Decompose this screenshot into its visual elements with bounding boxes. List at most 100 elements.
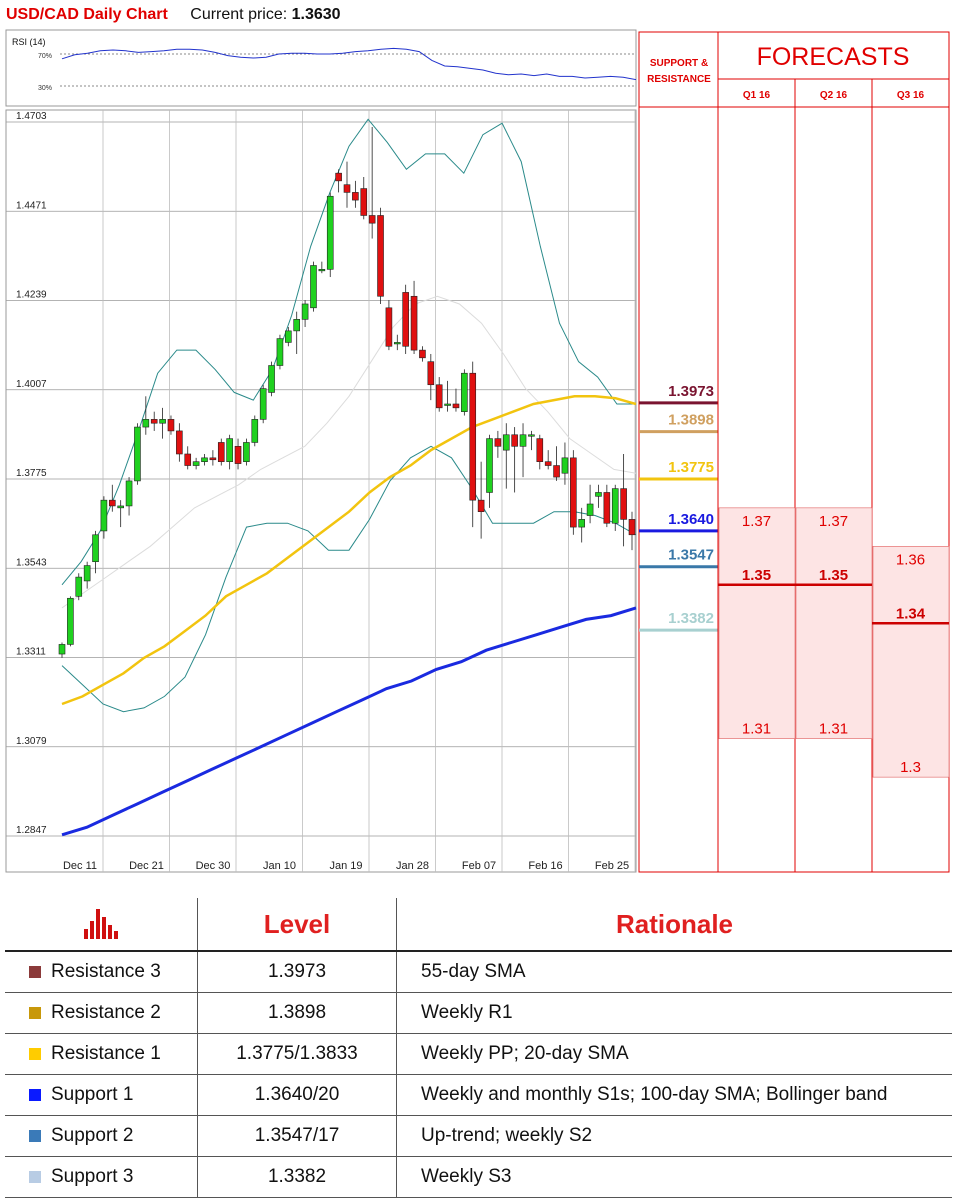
level-rationale: Weekly S3 — [396, 1156, 952, 1198]
level-name: Support 1 — [51, 1084, 134, 1105]
rsi-line — [61, 47, 637, 81]
candle-body — [368, 215, 376, 224]
table-row: Resistance 3 1.3973 55-day SMA — [5, 951, 952, 993]
candle-body — [444, 403, 451, 406]
candle-body — [553, 465, 560, 478]
candle-body — [117, 505, 124, 509]
bollinger-lower-line — [61, 445, 637, 713]
candle-body — [511, 434, 518, 447]
candle-body — [100, 499, 108, 532]
candle-body — [603, 492, 611, 524]
candle-body — [142, 419, 150, 428]
candle-body — [268, 365, 275, 393]
candle-body — [343, 184, 351, 193]
x-tick-label: Dec 21 — [129, 860, 164, 872]
sr-level-label: 1.3898 — [668, 412, 714, 429]
sma20-line — [61, 295, 637, 609]
candle-body — [360, 188, 368, 216]
candle-body — [595, 492, 602, 497]
candle-body — [452, 403, 460, 409]
y-tick-label: 1.4703 — [16, 111, 47, 122]
indicators — [61, 118, 637, 837]
level-value: 1.3898 — [197, 992, 397, 1034]
level-name: Resistance 1 — [51, 1043, 161, 1064]
rationale-header: Rationale — [396, 898, 952, 952]
candle-body — [402, 292, 409, 347]
candle-body — [352, 192, 359, 201]
level-rationale: 55-day SMA — [396, 951, 952, 993]
level-value: 1.3547/17 — [197, 1115, 397, 1157]
forecast-title: FORECASTS — [757, 43, 910, 71]
level-value: 1.3640/20 — [197, 1074, 397, 1116]
forecast-mid: 1.35 — [742, 567, 771, 584]
forecast-low: 1.31 — [742, 721, 771, 738]
level-rationale: Weekly PP; 20-day SMA — [396, 1033, 952, 1075]
sr-level-label: 1.3382 — [668, 610, 714, 627]
candle-body — [176, 430, 183, 455]
price-panel: 1.4703 1.4471 1.4239 1.4007 1.3775 1.3543 1.33… — [5, 109, 637, 873]
candle-body — [226, 438, 233, 462]
forecast-low: 1.31 — [819, 721, 848, 738]
forecast-high: 1.37 — [742, 513, 771, 530]
level-name-cell: Resistance 2 — [5, 992, 198, 1034]
forecast-range-box — [795, 507, 873, 739]
candle-body — [385, 307, 393, 347]
level-swatch — [29, 1129, 41, 1142]
level-swatch — [29, 1170, 41, 1183]
bollinger-upper-line — [61, 118, 636, 586]
candle-body — [285, 330, 292, 343]
candle-body — [477, 499, 485, 512]
candle-body — [259, 388, 267, 420]
forecast-mid: 1.35 — [819, 567, 848, 584]
candle-body — [536, 438, 544, 462]
y-tick-label: 1.3775 — [16, 468, 47, 479]
price-frame — [5, 109, 637, 873]
chart-canvas: RSI (14) 70% 30% 1.4703 1.4471 1.4239 1.400… — [5, 29, 950, 873]
y-tick-label: 1.4471 — [16, 200, 47, 211]
candle-body — [620, 488, 627, 520]
candle-body — [611, 488, 619, 524]
candle-body — [461, 372, 468, 412]
level-rationale: Up-trend; weekly S2 — [396, 1115, 952, 1157]
candle-body — [75, 576, 83, 597]
rsi-30-label: 30% — [38, 85, 52, 92]
bar-chart-icon — [84, 909, 118, 940]
candle-body — [486, 438, 493, 493]
candle-body — [561, 457, 569, 474]
candle-body — [150, 419, 158, 424]
candle-body — [125, 480, 133, 507]
level-name: Resistance 2 — [51, 1002, 161, 1023]
forecast-high: 1.37 — [819, 513, 848, 530]
sr-level-label: 1.3640 — [668, 511, 714, 528]
candle-body — [570, 457, 577, 528]
forecast-quarter-label: Q1 16 — [743, 90, 771, 101]
y-tick-label: 1.4239 — [16, 290, 47, 301]
table-row: Support 2 1.3547/17 Up-trend; weekly S2 — [5, 1115, 952, 1157]
forecast-high: 1.36 — [896, 551, 925, 568]
level-name-cell: Resistance 3 — [5, 951, 198, 993]
candle-body — [469, 372, 477, 501]
y-tick-label: 1.3543 — [16, 557, 47, 568]
candle-body — [201, 457, 208, 462]
sr-header-1: SUPPORT & — [650, 58, 708, 69]
sma100-line — [61, 606, 637, 837]
candle-body — [58, 644, 66, 655]
rsi-70-label: 70% — [38, 53, 52, 60]
candle-body — [628, 519, 636, 536]
candle-body — [326, 195, 334, 270]
candle-body — [276, 338, 284, 366]
table-row: Support 1 1.3640/20 Weekly and monthly S1s… — [5, 1074, 952, 1116]
level-name: Resistance 3 — [51, 961, 161, 982]
level-value: 1.3973 — [197, 951, 397, 993]
table-header-row: Level Rationale — [5, 898, 952, 952]
level-value: 1.3775/1.3833 — [197, 1033, 397, 1075]
level-name: Support 2 — [51, 1125, 134, 1146]
level-name: Support 3 — [51, 1166, 134, 1187]
candle-body — [167, 419, 175, 432]
level-name-cell: Resistance 1 — [5, 1033, 198, 1075]
level-name-cell: Support 1 — [5, 1074, 198, 1116]
candle-body — [427, 361, 435, 386]
x-tick-label: Jan 19 — [329, 860, 362, 872]
candle-body — [243, 442, 250, 462]
level-name-cell: Support 2 — [5, 1115, 198, 1157]
